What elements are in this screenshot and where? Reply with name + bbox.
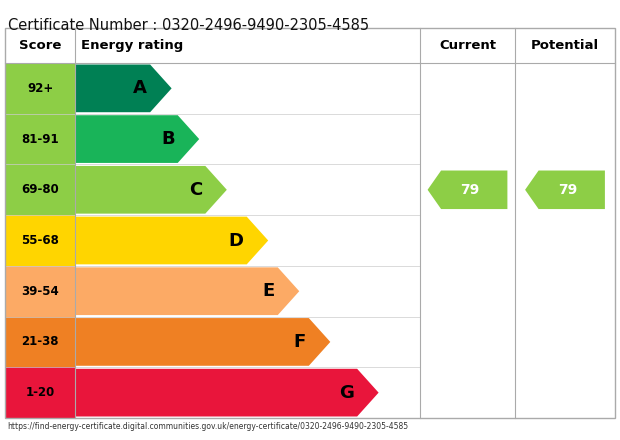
Bar: [5, 165, 75, 215]
Text: 1-20: 1-20: [25, 386, 55, 399]
Polygon shape: [75, 369, 379, 417]
Text: 79: 79: [461, 183, 480, 197]
Polygon shape: [75, 166, 227, 214]
Text: Current: Current: [439, 39, 496, 52]
Text: G: G: [339, 384, 354, 402]
Bar: [5, 215, 75, 266]
Text: 79: 79: [558, 183, 577, 197]
Text: Potential: Potential: [531, 39, 599, 52]
Bar: [5, 28, 615, 418]
Text: 21-38: 21-38: [21, 335, 59, 348]
Bar: [5, 316, 75, 367]
Polygon shape: [428, 171, 507, 209]
Bar: [5, 63, 75, 114]
Text: 55-68: 55-68: [21, 234, 59, 247]
Bar: [5, 114, 75, 165]
Bar: [5, 28, 615, 63]
Polygon shape: [75, 115, 199, 163]
Polygon shape: [525, 171, 605, 209]
Text: E: E: [262, 282, 275, 300]
Text: A: A: [133, 79, 147, 97]
Text: Score: Score: [19, 39, 61, 52]
Polygon shape: [75, 268, 299, 315]
Text: 39-54: 39-54: [21, 285, 59, 298]
Text: C: C: [189, 181, 202, 199]
Polygon shape: [75, 65, 172, 112]
Text: 69-80: 69-80: [21, 183, 59, 196]
Text: 92+: 92+: [27, 82, 53, 95]
Text: https://find-energy-certificate.digital.communities.gov.uk/energy-certificate/03: https://find-energy-certificate.digital.…: [7, 422, 408, 431]
Text: D: D: [229, 231, 244, 249]
Bar: [5, 266, 75, 316]
Text: F: F: [294, 333, 306, 351]
Text: 81-91: 81-91: [21, 132, 59, 146]
Text: Energy rating: Energy rating: [81, 39, 184, 52]
Text: B: B: [161, 130, 175, 148]
Polygon shape: [75, 318, 330, 366]
Polygon shape: [75, 216, 268, 264]
Bar: [5, 367, 75, 418]
Text: Certificate Number : 0320-2496-9490-2305-4585: Certificate Number : 0320-2496-9490-2305…: [8, 18, 369, 33]
